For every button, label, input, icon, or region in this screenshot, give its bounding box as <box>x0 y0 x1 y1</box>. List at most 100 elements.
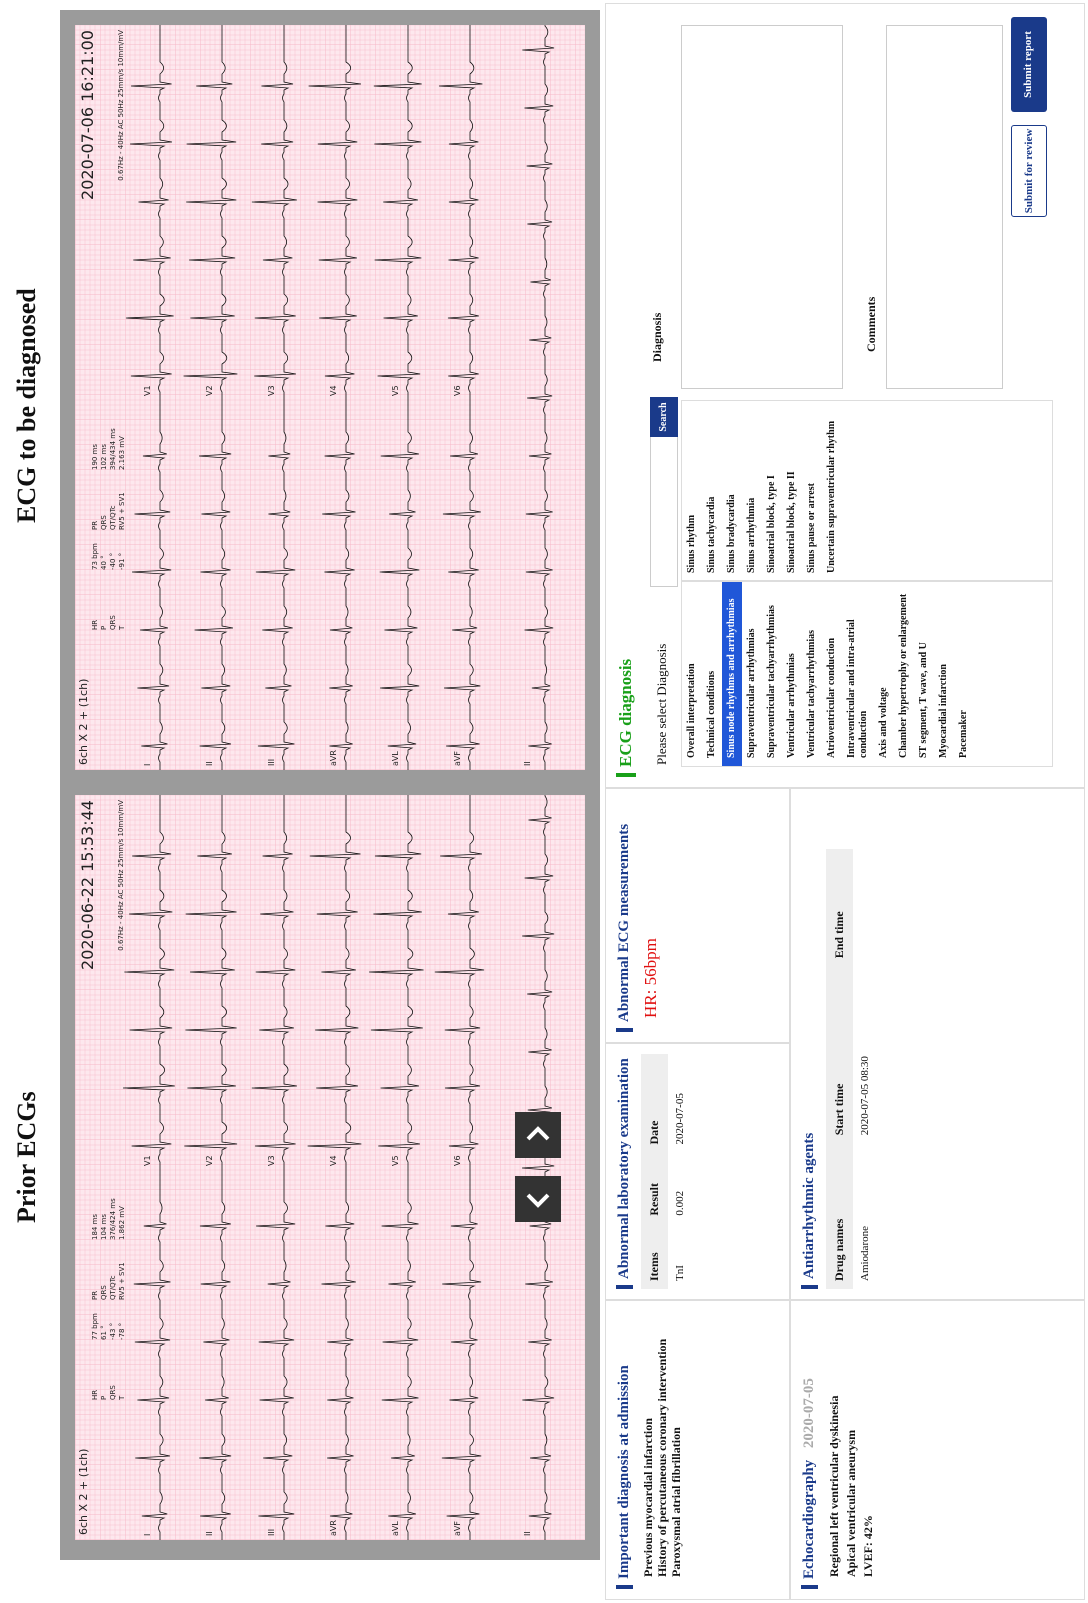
echo-title: Echocardiography 2020-07-05 <box>801 1301 818 1589</box>
subcategory-item[interactable]: Sinoatrial block, type II <box>782 401 802 581</box>
category-item[interactable]: Supraventricular tachyarrhythmias <box>762 581 782 766</box>
cell: 2020-07-05 <box>668 1054 692 1152</box>
ecg-text: 6ch X 2 + (1ch) <box>77 679 90 765</box>
review-button[interactable]: Submit for review <box>1011 125 1047 217</box>
ecg-text: III <box>267 1529 276 1536</box>
admission-title: Important diagnosis at admission <box>616 1301 633 1589</box>
ecg-text: -40 ° <box>109 553 117 570</box>
ecg-text: QRS <box>109 1385 117 1400</box>
ecg-viewer: 6ch X 2 + (1ch)2020-06-22 15:53:440.67Hz… <box>60 10 600 1560</box>
category-item[interactable]: Pacemaker <box>954 581 974 766</box>
ecg-text: P <box>100 626 108 630</box>
measure-value: HR: 56bpm <box>641 789 661 1018</box>
column-header: Start time <box>826 966 853 1143</box>
ecg-text: QRS <box>100 515 108 530</box>
category-item[interactable]: Ventricular arrhythmias <box>782 581 802 766</box>
comments-box[interactable] <box>886 25 1003 389</box>
ecg-text: 6ch X 2 + (1ch) <box>77 1449 90 1535</box>
search-button[interactable]: Search <box>650 397 678 437</box>
category-item[interactable]: Axis and voltage <box>874 581 894 766</box>
ecg-text: 0.67Hz - 40Hz AC 50Hz 25mm/s 10mm/mV <box>117 800 125 951</box>
category-item[interactable]: ST segment, T wave, and U <box>914 581 934 766</box>
category-item[interactable]: Supraventricular arrhythmias <box>742 581 762 766</box>
admission-item: Paroxysmal atrial fibrillation <box>669 1301 683 1577</box>
admission-panel: Important diagnosis at admission Previou… <box>605 1300 790 1600</box>
subcategory-item[interactable]: Sinus pause or arrest <box>802 401 822 581</box>
category-item[interactable]: Technical conditions <box>702 581 722 766</box>
ecg-text: 2020-07-06 16:21:00 <box>78 30 97 200</box>
cell <box>853 849 877 966</box>
prompt: Please select Diagnosis <box>654 644 670 765</box>
lab-title: Abnormal laboratory examination <box>616 1044 633 1289</box>
ecg-text: aVL <box>391 1521 400 1536</box>
category-item[interactable]: Ventricular tachyarrhythmias <box>802 581 822 766</box>
echo-item: Regional left ventricular dyskinesia <box>826 1301 843 1577</box>
ecg-text: QT/QTc <box>109 505 117 530</box>
ecg-text: -91 ° <box>118 553 126 570</box>
column-header: Items <box>641 1224 668 1289</box>
ecg-text: 102 ms <box>100 444 108 470</box>
category-item[interactable]: Intraventricular and intra-atrial conduc… <box>842 581 874 766</box>
ecg-text: RV5 + SV1 <box>118 1262 126 1300</box>
admission-item: Previous myocardial infarction <box>641 1301 655 1577</box>
page: Prior ECGs ECG to be diagnosed 6ch X 2 +… <box>0 0 1088 1603</box>
category-item[interactable]: Myocardial infarction <box>934 581 954 766</box>
grid <box>75 795 585 1540</box>
subcategory-item[interactable]: Sinoatrial block, type I <box>762 401 782 581</box>
subcategory-item[interactable]: Sinus arrhythmia <box>742 401 762 581</box>
ecg-current: 6ch X 2 + (1ch) 2020-07-06 16:21:00 0.67Hz… <box>75 25 585 770</box>
cell: TnI <box>668 1224 692 1289</box>
subcategory-item[interactable]: Sinus rhythm <box>682 401 702 581</box>
column-header: Date <box>641 1054 668 1152</box>
subcategory-item[interactable]: Sinus tachycardia <box>702 401 722 581</box>
ecg-text: aVF <box>453 1521 462 1536</box>
category-item[interactable]: Chamber hypertrophy or enlargement <box>894 581 914 766</box>
ecg-text: II <box>523 1531 532 1536</box>
ecg-text: 104 ms <box>100 1214 108 1240</box>
search-input[interactable] <box>650 435 678 587</box>
category-item[interactable]: Sinus node rhythms and arrhythmias <box>722 581 742 766</box>
ecg-text: 73 bpm <box>91 543 99 570</box>
ecg-text: 61 ° <box>100 1325 108 1340</box>
ecg-text: aVR <box>329 750 338 766</box>
ecg-text: I <box>143 1534 152 1536</box>
subcategory-item[interactable]: Uncertain supraventricular rhythm <box>822 401 842 581</box>
prev-button[interactable] <box>515 1176 561 1222</box>
current-title: ECG to be diagnosed <box>12 288 42 523</box>
ecg-text: 1.862 mV <box>118 1206 126 1240</box>
ecg-text: QRS <box>100 1285 108 1300</box>
ecg-text: -43 ° <box>109 1323 117 1340</box>
ecg-text: V2 <box>205 385 214 396</box>
comments-label: Comments <box>864 297 879 352</box>
agents-panel: Antiarrhythmic agents Drug namesStart ti… <box>790 788 1085 1300</box>
subcategory-item[interactable]: Sinus bradycardia <box>722 401 742 581</box>
next-button[interactable] <box>515 1112 561 1158</box>
submit-button[interactable]: Submit report <box>1011 17 1047 112</box>
ecg-text: HR <box>91 620 99 630</box>
ecg-text: QRS <box>109 615 117 630</box>
category-item[interactable]: Atrioventricular conduction <box>822 581 842 766</box>
ecg-text: V6 <box>453 385 462 396</box>
cell: 2020-07-05 08:30 <box>853 966 877 1143</box>
ecg-text: 376/424 ms <box>109 1198 117 1240</box>
ecg-text: V2 <box>205 1155 214 1166</box>
cell: 0.002 <box>668 1152 692 1223</box>
category-item[interactable]: Overall interpretation <box>682 581 702 766</box>
ecg-text: PR <box>91 521 99 530</box>
diagnosis-box[interactable] <box>681 25 843 389</box>
ecg-text: V4 <box>329 1155 338 1166</box>
row: Amiodarone2020-07-05 08:30 <box>853 849 877 1289</box>
ecg-text: II <box>205 1531 214 1536</box>
ecg-text: II <box>523 761 532 766</box>
ecg-text: QT/QTc <box>109 1275 117 1300</box>
header-row: ItemsResultDate <box>641 1054 668 1289</box>
ecg-text: -78 ° <box>118 1323 126 1340</box>
ecg-text: 0.67Hz - 40Hz AC 50Hz 25mm/s 10mm/mV <box>117 30 125 181</box>
measure-panel: Abnormal ECG measurements HR: 56bpm <box>605 788 790 1043</box>
column-header: End time <box>826 849 853 966</box>
echo-item: LVEF: 42% <box>860 1301 877 1577</box>
